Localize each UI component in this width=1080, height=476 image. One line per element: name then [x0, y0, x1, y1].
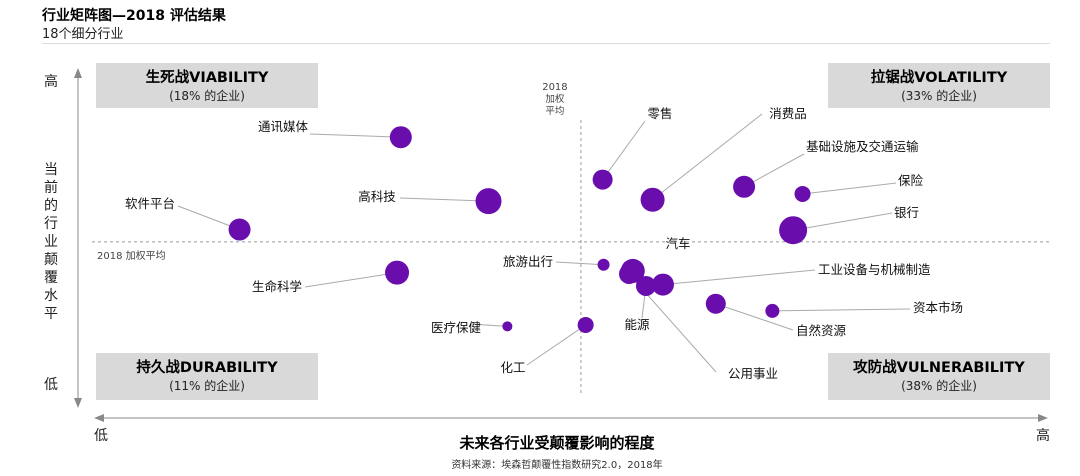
y-axis-arrow-up — [74, 68, 82, 78]
leader-line — [555, 261, 604, 266]
bubble-point — [635, 275, 656, 296]
svg-text:颠: 颠 — [44, 252, 58, 268]
point-label: 保险 — [898, 173, 924, 188]
header-divider — [42, 43, 1050, 44]
svg-text:平: 平 — [44, 306, 58, 322]
point-label: 基础设施及交通运输 — [806, 139, 919, 154]
bubble-point — [592, 169, 613, 190]
bubble-point — [640, 187, 665, 212]
quadrant-share: (11% 的企业) — [169, 378, 245, 393]
source-note: 资料来源：埃森哲颠覆性指数研究2.0，2018年 — [451, 458, 662, 471]
bubble-point — [228, 218, 251, 241]
point-label: 生命科学 — [252, 279, 302, 294]
point-label: 自然资源 — [796, 323, 847, 338]
quadrant-box-top-right: 拉锯战VOLATILITY (33% 的企业) — [828, 63, 1050, 108]
point-label: 零售 — [647, 106, 672, 121]
svg-text:业: 业 — [44, 234, 58, 250]
leader-line — [526, 324, 586, 366]
bubble-point — [733, 175, 756, 198]
bubble-point — [389, 126, 412, 149]
bubble-point — [577, 316, 594, 333]
quadrant-box-bottom-right: 攻防战VULNERABILITY (38% 的企业) — [828, 353, 1050, 400]
x-axis-title: 未来各行业受颠覆影响的程度 — [458, 434, 655, 452]
point-label: 工业设备与机械制造 — [818, 262, 931, 277]
leader-line — [469, 323, 508, 327]
svg-text:行: 行 — [44, 216, 58, 232]
quadrant-boxes-layer: 生死战VIABILITY (18% 的企业) 拉锯战VOLATILITY (33% 的… — [96, 63, 1050, 400]
bubble-point — [765, 303, 780, 318]
leader-line — [802, 182, 897, 195]
leader-line — [652, 113, 763, 201]
quadrant-box-bottom-left: 持久战DURABILITY (11% 的企业) — [96, 353, 318, 400]
page-title: 行业矩阵图—2018 评估结果 — [42, 8, 226, 24]
svg-text:水: 水 — [44, 288, 58, 304]
quadrant-name: 持久战DURABILITY — [136, 358, 278, 376]
axes-layer — [74, 68, 1050, 422]
x-axis-low-label: 低 — [94, 428, 108, 444]
page-subtitle: 18个细分行业 — [42, 27, 124, 42]
x-axis-high-label: 高 — [1036, 427, 1050, 444]
bubble-point — [619, 263, 640, 284]
quadrant-name: 拉锯战VOLATILITY — [871, 68, 1008, 86]
leader-line — [399, 197, 489, 202]
bubble-point — [705, 293, 726, 314]
avg-y-label: 2018 加权平均 — [97, 249, 166, 262]
point-label: 化工 — [500, 360, 525, 375]
x-axis-arrow-left — [94, 414, 104, 422]
bubbles-layer — [228, 126, 811, 333]
point-label: 高科技 — [358, 189, 396, 204]
point-label: 软件平台 — [125, 196, 175, 211]
leader-line — [793, 212, 893, 231]
bubble-point — [502, 321, 513, 332]
quadrant-share: (33% 的企业) — [901, 88, 977, 103]
quadrant-share: (38% 的企业) — [901, 378, 977, 393]
quadrant-share: (18% 的企业) — [169, 88, 245, 103]
point-label: 能源 — [624, 317, 650, 332]
quadrant-name: 攻防战VULNERABILITY — [853, 358, 1025, 376]
y-axis-low-label: 低 — [44, 377, 58, 393]
y-axis-arrow-down — [74, 398, 82, 408]
point-label: 旅游出行 — [503, 254, 553, 269]
bubble-point — [794, 185, 811, 202]
leader-line — [662, 269, 816, 286]
point-label: 公用事业 — [728, 366, 778, 381]
point-label: 资本市场 — [913, 300, 963, 315]
svg-text:的: 的 — [44, 198, 58, 214]
quadrant-box-top-left: 生死战VIABILITY (18% 的企业) — [96, 63, 318, 108]
svg-text:覆: 覆 — [44, 270, 58, 286]
y-axis-high-label: 高 — [44, 73, 58, 90]
leader-line — [304, 272, 398, 288]
point-label: 汽车 — [665, 236, 690, 251]
point-label: 银行 — [894, 205, 919, 220]
leader-line — [602, 120, 646, 180]
x-axis-arrow-right — [1038, 414, 1048, 422]
bubble-point — [475, 188, 502, 215]
avg-x-label: 2018 加权平均 — [542, 82, 567, 117]
bubble-point — [779, 216, 808, 245]
leader-line — [309, 133, 401, 138]
svg-text:当: 当 — [44, 162, 58, 178]
svg-text:前: 前 — [44, 179, 58, 196]
leader-line — [772, 308, 911, 312]
bubble-point — [385, 260, 410, 285]
bubble-point — [651, 273, 674, 296]
point-label: 消费品 — [769, 106, 807, 121]
point-label: 通讯媒体 — [258, 119, 309, 134]
bubble-point — [597, 258, 610, 271]
leader-line — [743, 153, 805, 188]
leader-line — [715, 303, 794, 331]
point-label: 医疗保健 — [431, 320, 482, 335]
quadrant-name: 生死战VIABILITY — [146, 68, 269, 86]
